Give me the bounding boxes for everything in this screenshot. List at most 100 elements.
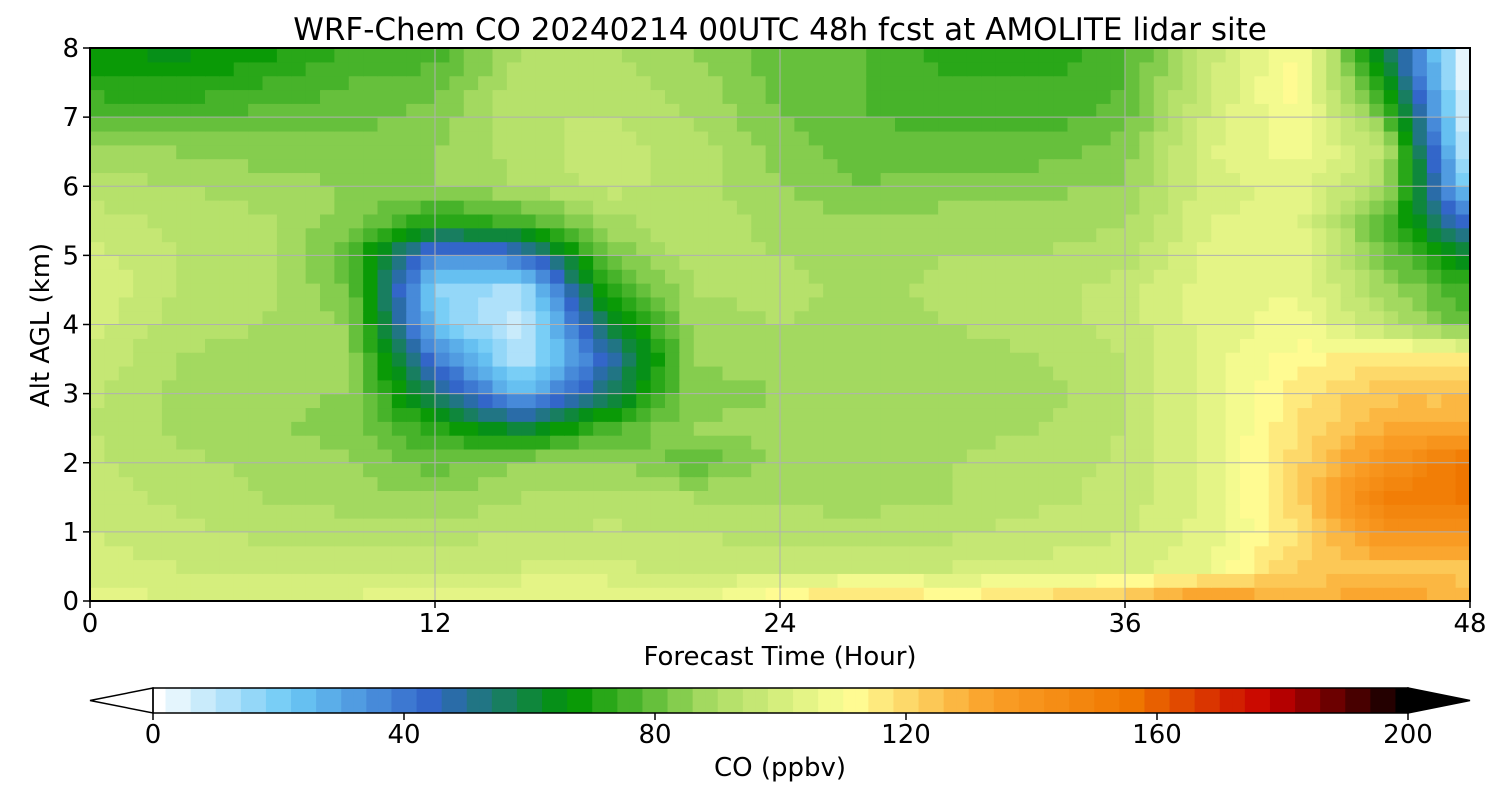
field-cell xyxy=(348,352,364,367)
field-cell xyxy=(1125,379,1140,395)
field-cell xyxy=(161,352,177,367)
field-cell xyxy=(219,200,235,215)
field-cell xyxy=(851,89,867,104)
field-cell xyxy=(190,393,206,409)
field-cell xyxy=(133,200,149,215)
field-cell xyxy=(1326,407,1342,422)
field-cell xyxy=(866,545,882,561)
field-cell xyxy=(1110,269,1126,284)
field-cell xyxy=(1067,296,1083,312)
field-cell xyxy=(564,172,580,187)
field-cell xyxy=(1096,504,1112,519)
field-cell xyxy=(981,117,997,132)
field-cell xyxy=(1067,573,1083,588)
field-cell xyxy=(219,213,235,229)
field-cell xyxy=(118,158,134,174)
field-cell xyxy=(435,448,450,464)
field-cell xyxy=(923,283,939,298)
field-cell xyxy=(895,172,910,187)
field-cell xyxy=(420,241,436,256)
field-cell xyxy=(708,61,724,77)
field-cell xyxy=(1067,379,1083,395)
field-cell xyxy=(435,490,450,505)
field-cell xyxy=(1426,435,1442,450)
field-cell xyxy=(449,587,465,601)
field-cell xyxy=(780,213,795,229)
field-cell xyxy=(1038,352,1054,367)
field-cell xyxy=(564,103,580,118)
field-cell xyxy=(636,117,652,132)
field-cell xyxy=(305,130,321,146)
field-cell xyxy=(377,103,393,118)
field-cell xyxy=(1182,573,1198,588)
field-cell xyxy=(1110,61,1126,77)
field-cell xyxy=(851,172,867,187)
field-cell xyxy=(736,448,752,464)
field-cell xyxy=(406,518,422,533)
field-cell xyxy=(190,310,206,326)
field-cell xyxy=(449,241,465,256)
field-cell xyxy=(233,435,249,450)
field-cell xyxy=(435,573,450,588)
field-cell xyxy=(90,186,105,201)
x-tick-label: 24 xyxy=(763,609,796,639)
field-cell xyxy=(607,448,623,464)
field-cell xyxy=(1196,61,1212,77)
field-cell xyxy=(233,144,249,160)
field-cell xyxy=(981,407,997,422)
field-cell xyxy=(564,476,580,491)
field-cell xyxy=(1139,365,1155,381)
field-cell xyxy=(133,75,149,91)
field-cell xyxy=(1096,407,1112,422)
field-cell xyxy=(765,462,781,478)
field-cell xyxy=(377,476,393,491)
field-cell xyxy=(1455,103,1470,118)
field-cell xyxy=(1426,365,1442,381)
field-cell xyxy=(1240,310,1255,326)
field-cell xyxy=(1211,117,1227,132)
field-cell xyxy=(636,61,652,77)
field-cell xyxy=(1254,117,1270,132)
field-cell xyxy=(190,130,206,146)
field-cell xyxy=(823,227,839,243)
field-cell xyxy=(1096,269,1112,284)
field-cell xyxy=(1196,338,1212,353)
field-cell xyxy=(981,213,997,229)
field-cell xyxy=(1441,144,1457,160)
field-cell xyxy=(1196,296,1212,312)
field-cell xyxy=(1010,144,1025,160)
field-cell xyxy=(1326,518,1342,533)
field-cell xyxy=(492,559,508,574)
field-cell xyxy=(133,504,149,519)
field-cell xyxy=(938,559,954,574)
field-cell xyxy=(636,531,652,547)
field-cell xyxy=(866,421,882,436)
field-cell xyxy=(190,48,206,63)
field-cell xyxy=(1024,158,1040,174)
field-cell xyxy=(449,186,465,201)
field-cell xyxy=(1369,213,1385,229)
field-cell xyxy=(248,130,264,146)
field-cell xyxy=(435,531,450,547)
field-cell xyxy=(607,172,623,187)
field-cell xyxy=(104,504,120,519)
field-cell xyxy=(449,338,465,353)
field-cell xyxy=(104,172,120,187)
field-cell xyxy=(837,269,853,284)
field-cell xyxy=(176,490,192,505)
field-cell xyxy=(823,518,839,533)
field-cell xyxy=(895,421,910,436)
field-cell xyxy=(1081,227,1097,243)
field-cell xyxy=(492,310,508,326)
field-cell xyxy=(1225,158,1241,174)
field-cell xyxy=(708,573,724,588)
field-cell xyxy=(780,186,795,201)
field-cell xyxy=(866,158,882,174)
field-cell xyxy=(1225,75,1241,91)
field-cell xyxy=(1110,117,1126,132)
field-cell xyxy=(923,255,939,270)
field-cell xyxy=(478,241,494,256)
field-cell xyxy=(995,130,1011,146)
field-cell xyxy=(1398,531,1414,547)
field-cell xyxy=(966,324,982,339)
